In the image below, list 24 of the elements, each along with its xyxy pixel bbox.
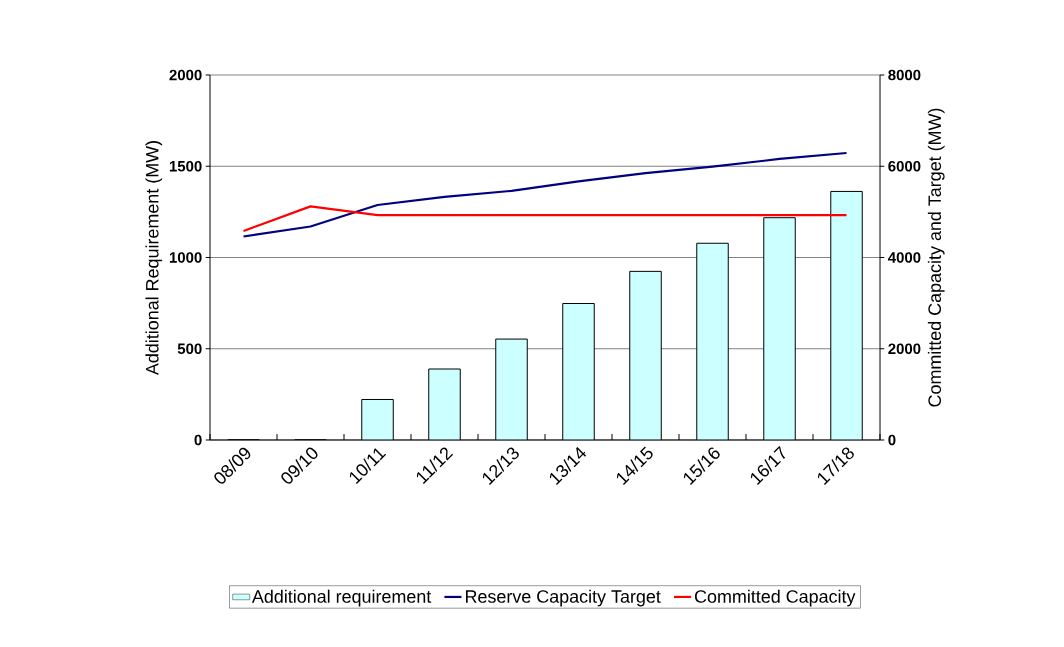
- bar: [629, 271, 662, 440]
- y-tick-label: 1500: [169, 160, 202, 172]
- y-tick-label: 0: [194, 434, 202, 446]
- y-tick-label: 2000: [169, 69, 202, 81]
- y-axis-title: Additional Requirement (MW): [145, 141, 163, 376]
- bar: [361, 399, 394, 440]
- y2-tick-label: 0: [888, 434, 896, 446]
- legend-label: Additional requirement: [251, 589, 432, 607]
- bar: [562, 303, 595, 440]
- bar: [495, 339, 528, 440]
- y2-tick-label: 8000: [888, 69, 921, 81]
- y2-tick-label: 4000: [888, 252, 921, 263]
- bar: [830, 190, 863, 440]
- y-tick-label: 1000: [169, 252, 202, 263]
- bar: [428, 369, 461, 440]
- legend-label: Committed Capacity: [694, 589, 856, 607]
- y-tick-label: 500: [177, 343, 202, 355]
- bar: [763, 217, 796, 440]
- bar: [696, 243, 729, 440]
- line-series: [242, 151, 848, 238]
- y2-axis-title: Committed Capacity and Target (MW): [927, 108, 945, 407]
- legend-label: Reserve Capacity Target: [465, 589, 661, 607]
- y2-tick-label: 2000: [888, 343, 921, 355]
- y2-tick-label: 6000: [888, 160, 921, 172]
